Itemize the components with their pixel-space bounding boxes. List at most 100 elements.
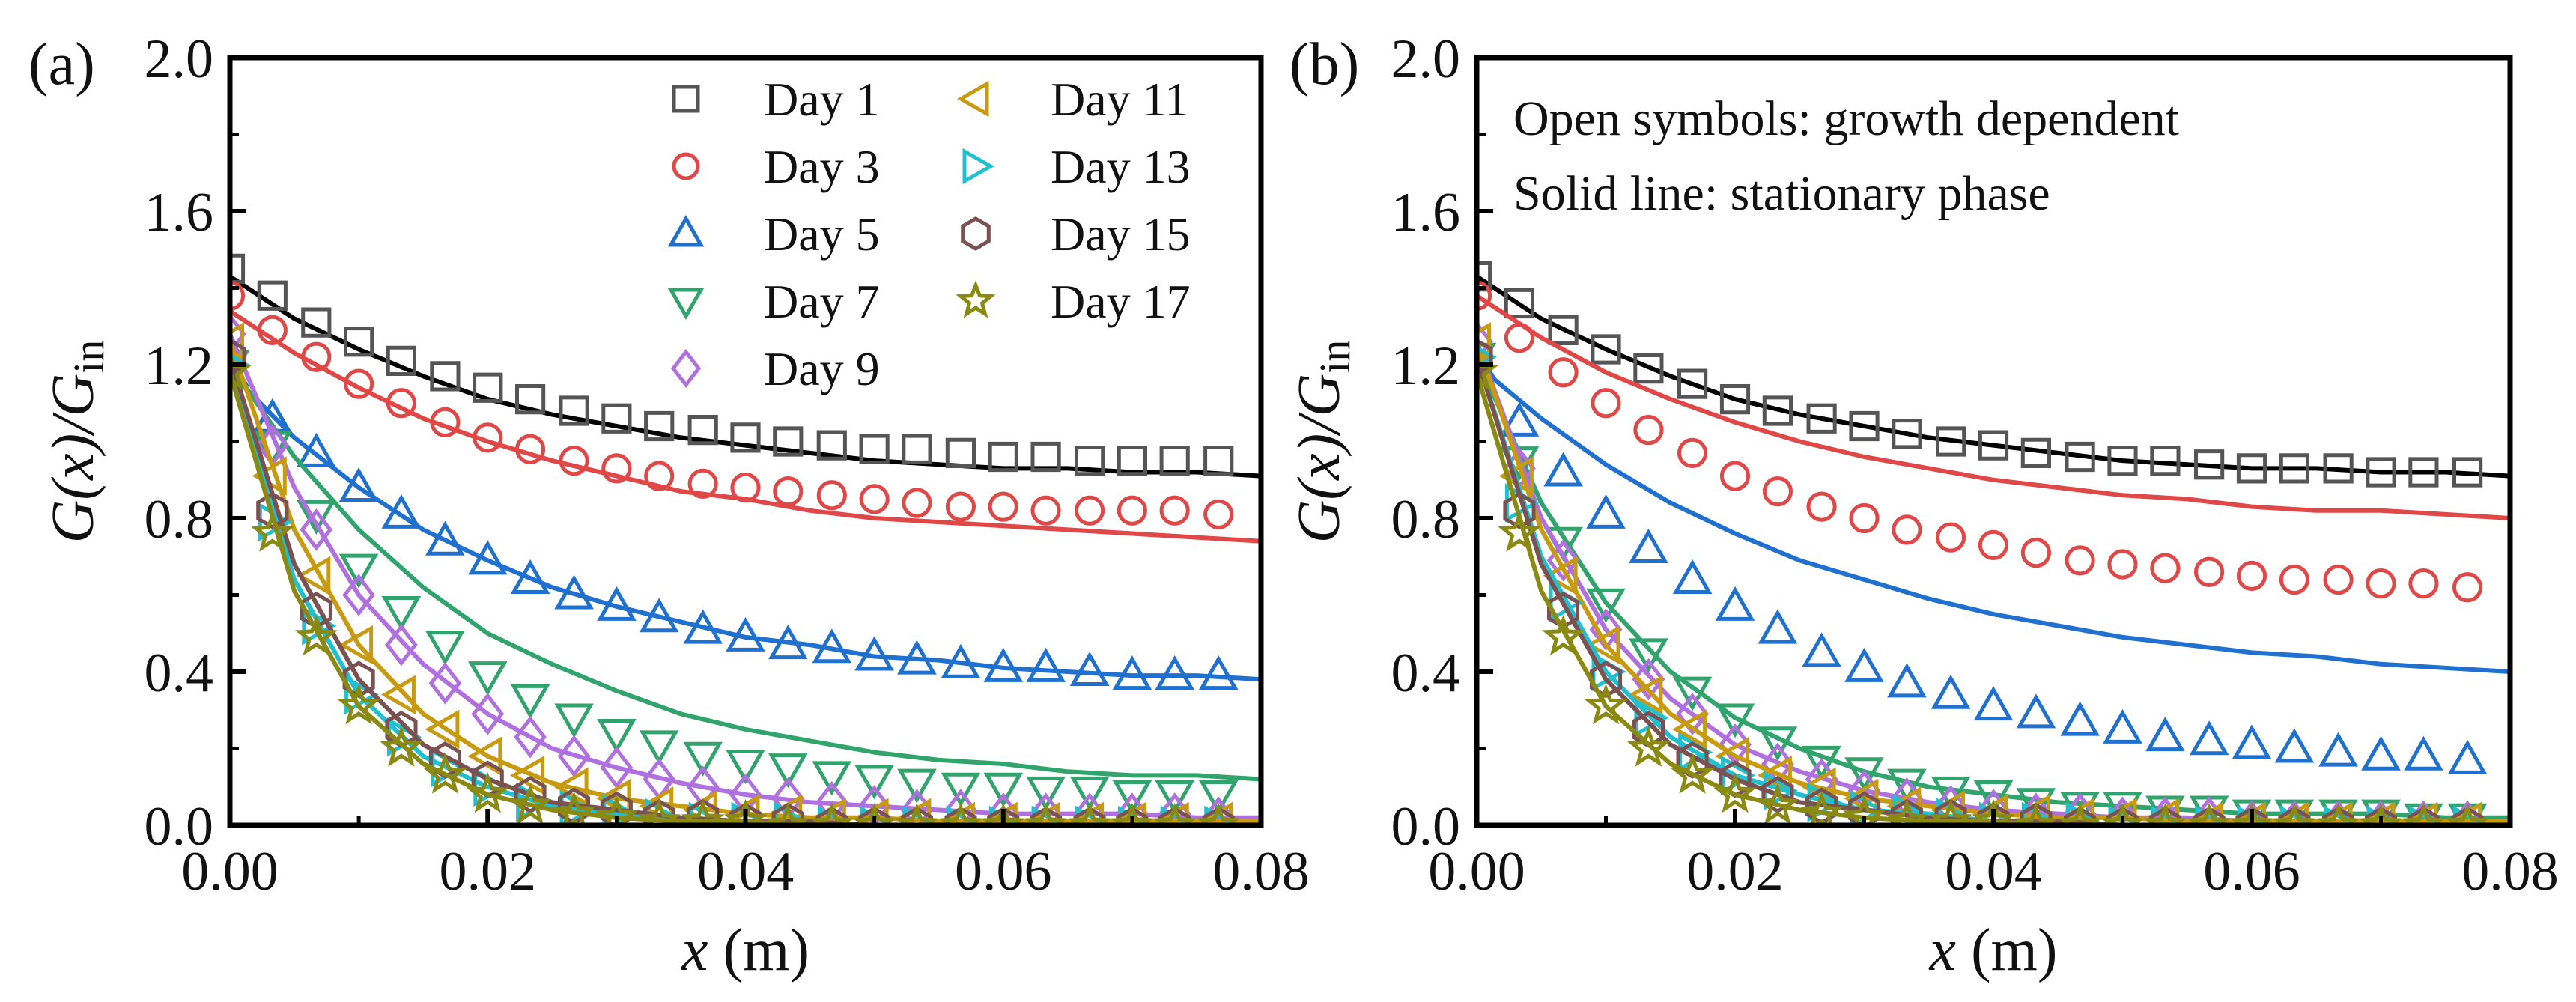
y-tick-label: 0.8 [1391,489,1461,550]
x-tick-label: 0.02 [440,841,537,902]
data-point [425,631,465,666]
data-point [1633,353,1664,384]
data-point [773,426,804,457]
legend-item: Day 17 [956,275,1191,328]
panel-a: 0.0 0.4 0.8 1.2 1.6 2.0 0.00 0.02 0.04 0.06 0.08 x … [28,28,1310,983]
data-point [982,802,1025,825]
data-point [900,807,933,825]
data-point [859,484,890,514]
data-point [380,726,423,767]
data-point [1715,586,1755,621]
data-point [2402,802,2446,825]
data-point [1936,426,1966,457]
data-point [514,776,547,813]
data-point [2235,807,2268,825]
data-point [230,321,244,362]
data-point [510,684,550,719]
data-point [2279,564,2310,595]
data-point [2064,807,2097,825]
data-point [2106,807,2139,825]
x-axis-label: x (m) [681,917,809,983]
data-point [296,500,336,535]
data-point [1887,768,1927,804]
legend-marker-star-icon [956,280,996,318]
data-point [987,807,1020,825]
y-axis-label-subscript: in [1310,340,1359,374]
data-point [1548,357,1579,388]
data-point [1977,803,2010,825]
fit-line [230,364,1261,825]
data-point [1030,807,1063,825]
series-day-3 [230,280,1262,544]
data-point [1075,446,1105,476]
data-point [1806,403,1837,434]
x-tick-label: 0.08 [1212,841,1310,902]
data-point [514,715,547,759]
legend-label: Day 13 [1051,140,1191,193]
data-point [1931,776,1971,811]
data-point [1158,807,1191,825]
series-day-7 [230,350,1262,816]
data-point [2366,457,2396,488]
data-point [1198,655,1239,690]
data-point [430,407,461,437]
legend-label: Day 11 [1051,73,1188,126]
x-tick-label: 0.08 [2461,841,2559,902]
fit-line [1477,362,2511,674]
y-tick-label: 0.4 [145,643,214,704]
data-point [1541,614,1585,656]
data-point [337,684,380,725]
data-point [2316,802,2360,825]
y-tick-label: 1.2 [145,335,214,397]
data-point [1758,726,1798,762]
data-point [1719,461,1751,491]
data-point [2361,735,2401,771]
data-point [2014,802,2058,825]
data-point [2446,802,2489,825]
data-point [1935,522,1966,553]
data-point [381,596,422,631]
data-point [1198,780,1239,816]
data-point [2065,441,2095,473]
data-point [687,468,718,499]
data-point [2364,807,2398,825]
data-point [1632,658,1665,701]
data-point [1117,495,1147,526]
fit-line [1477,356,2510,820]
fit-line [230,371,1262,682]
data-point [941,643,981,678]
data-point [473,422,503,453]
data-point [1155,655,1195,690]
series-day-3 [1477,280,2511,603]
data-point [1477,321,1493,363]
data-point [600,791,633,825]
data-point [945,437,976,468]
data-point [812,628,852,664]
legend-marker-triangle-up-icon [667,214,705,247]
data-point [726,750,765,785]
data-point [945,491,976,522]
data-point [1762,476,1793,507]
data-point [2058,802,2102,825]
data-point [510,756,545,795]
data-point [466,771,509,813]
data-point [768,753,808,789]
data-point [1762,395,1793,426]
data-point [1197,802,1240,825]
data-point [601,403,632,434]
y-tick-label: 2.0 [1391,28,1461,90]
x-axis-unit: (m) [1956,917,2058,983]
data-point [1073,807,1106,825]
data-point [2407,807,2440,825]
data-point [639,598,679,633]
data-point [597,719,637,754]
data-point [2150,553,2181,583]
data-point [643,798,675,825]
data-point [508,783,552,825]
data-point [1024,802,1068,825]
data-point [1758,609,1798,644]
data-point [2279,453,2309,484]
fit-line [230,341,1261,824]
data-point [1116,807,1149,825]
